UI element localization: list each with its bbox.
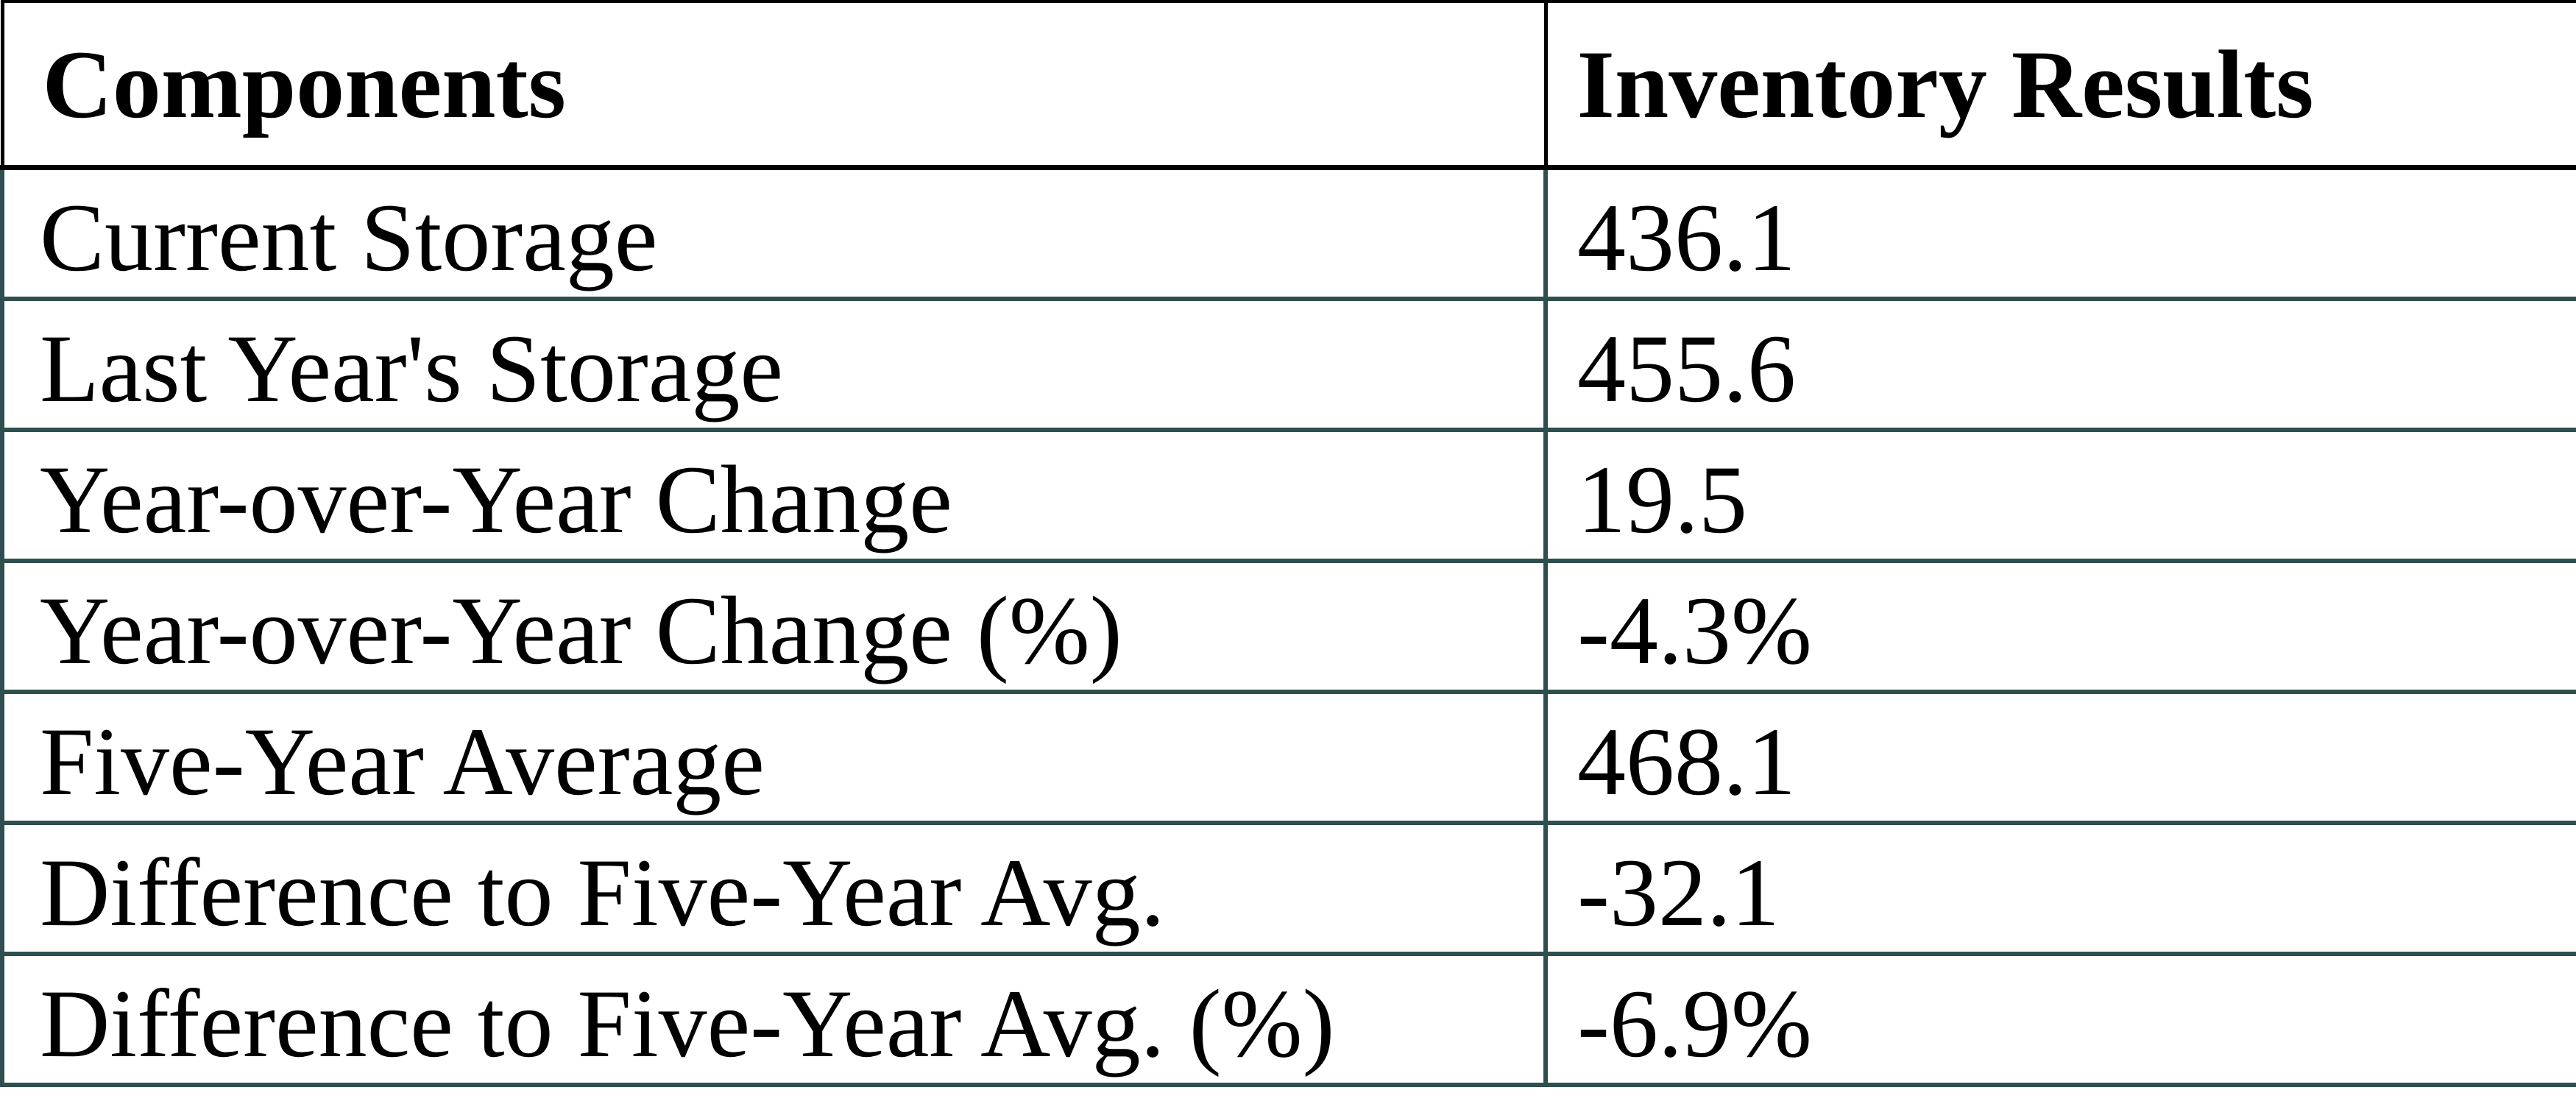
row-value-diff-five-year-avg-pct: -6.9% bbox=[1543, 952, 2576, 1087]
table-header-row: Components Inventory Results bbox=[0, 0, 2576, 170]
row-label-current-storage: Current Storage bbox=[0, 165, 1548, 301]
header-cell-components: Components bbox=[0, 0, 1548, 170]
row-label-diff-five-year-avg: Difference to Five-Year Avg. bbox=[0, 821, 1548, 956]
table-row: Year-over-Year Change (%) -4.3% bbox=[0, 559, 2576, 694]
table-row: Year-over-Year Change 19.5 bbox=[0, 428, 2576, 563]
row-label-yoy-change: Year-over-Year Change bbox=[0, 428, 1548, 563]
row-label-last-years-storage: Last Year's Storage bbox=[0, 297, 1548, 432]
table-row: Current Storage 436.1 bbox=[0, 165, 2576, 301]
row-label-yoy-change-pct: Year-over-Year Change (%) bbox=[0, 559, 1548, 694]
row-value-yoy-change: 19.5 bbox=[1543, 428, 2576, 563]
table-row: Difference to Five-Year Avg. (%) -6.9% bbox=[0, 952, 2576, 1087]
row-label-diff-five-year-avg-pct: Difference to Five-Year Avg. (%) bbox=[0, 952, 1548, 1087]
row-value-current-storage: 436.1 bbox=[1543, 165, 2576, 301]
row-value-five-year-average: 468.1 bbox=[1543, 690, 2576, 825]
row-value-last-years-storage: 455.6 bbox=[1543, 297, 2576, 432]
row-value-diff-five-year-avg: -32.1 bbox=[1543, 821, 2576, 956]
row-value-yoy-change-pct: -4.3% bbox=[1543, 559, 2576, 694]
table-row: Five-Year Average 468.1 bbox=[0, 690, 2576, 825]
row-label-five-year-average: Five-Year Average bbox=[0, 690, 1548, 825]
table-row: Difference to Five-Year Avg. -32.1 bbox=[0, 821, 2576, 956]
table-row: Last Year's Storage 455.6 bbox=[0, 297, 2576, 432]
header-cell-inventory-results: Inventory Results bbox=[1543, 0, 2576, 170]
